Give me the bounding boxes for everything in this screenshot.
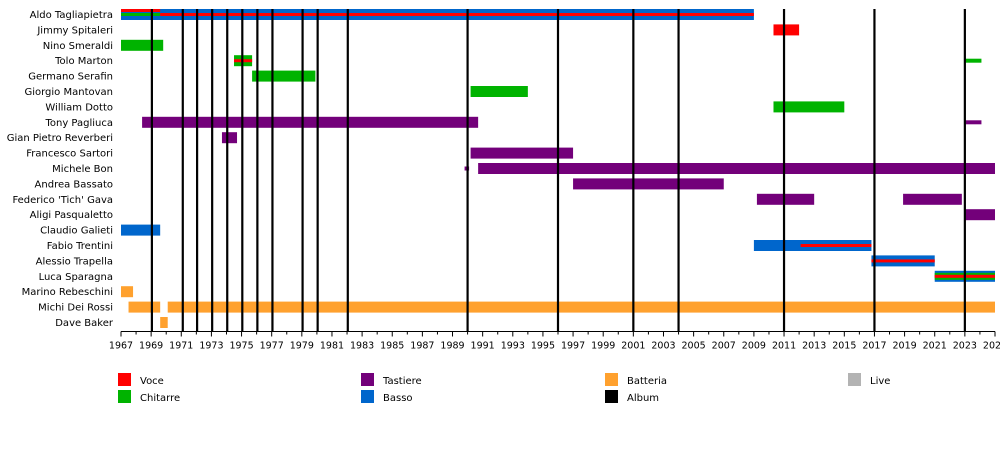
legend-label-album: Album: [627, 393, 659, 404]
tick-label-1999: 1999: [591, 341, 615, 352]
bar-aldo-tagliapietra-voce-3: [121, 9, 161, 12]
bar-gian-pietro-reverberi-tastiere-14: [221, 132, 238, 144]
bar-alessio-trapella-voce-26: [871, 259, 935, 263]
member-label-marino-rebeschini: Marino Rebeschini: [22, 287, 113, 298]
bar-marino-rebeschini-batteria-30: [121, 286, 134, 298]
bar-fabio-trentini-voce-24: [800, 244, 872, 247]
member-labels: Aldo Tagliapietra Jimmy Spitaleri Nino Sme…: [7, 10, 114, 329]
bar-federico-tich-gava-tastiere-20: [903, 193, 962, 205]
member-bars: [121, 9, 995, 328]
tick-label-1977: 1977: [260, 341, 284, 352]
tick-label-1969: 1969: [139, 341, 163, 352]
bar-william-dotto-chitarre-11: [773, 101, 845, 113]
legend-swatch-basso: [361, 390, 374, 403]
tick-label-1985: 1985: [380, 341, 404, 352]
legend-swatch-live: [848, 373, 861, 386]
tick-label-1979: 1979: [290, 341, 314, 352]
bar-claudio-galieti-basso-22: [121, 224, 161, 236]
member-label-tony-pagliuca: Tony Pagliuca: [44, 118, 113, 129]
tick-label-2021: 2021: [923, 341, 947, 352]
tick-label-1989: 1989: [440, 341, 464, 352]
bar-andrea-bassato-tastiere-18: [573, 178, 724, 190]
member-label-william-dotto: William Dotto: [45, 102, 113, 113]
bar-francesco-sartori-tastiere-15: [470, 147, 574, 159]
tick-label-2015: 2015: [832, 341, 856, 352]
bar-dave-baker-batteria-33: [160, 317, 168, 328]
legend-label-basso: Basso: [383, 393, 413, 404]
tick-label-1973: 1973: [199, 341, 223, 352]
tick-label-2003: 2003: [651, 341, 675, 352]
member-label-jimmy-spitaleri: Jimmy Spitaleri: [36, 25, 113, 36]
tick-label-2017: 2017: [862, 341, 886, 352]
bar-michi-dei-rossi-batteria-31: [128, 301, 161, 313]
tick-label-1991: 1991: [471, 341, 495, 352]
tick-label-2011: 2011: [772, 341, 796, 352]
album-lines: [150, 9, 966, 331]
member-label-andrea-bassato: Andrea Bassato: [35, 179, 113, 190]
member-label-dave-baker: Dave Baker: [55, 318, 114, 329]
member-label-germano-serafin: Germano Serafin: [28, 72, 113, 83]
legend-swatch-album: [605, 390, 618, 403]
bar-tolo-marton-chitarre-8: [964, 58, 982, 63]
legend-label-chitarre: Chitarre: [140, 393, 180, 404]
tick-label-2001: 2001: [621, 341, 645, 352]
legend-label-batteria: Batteria: [627, 376, 667, 387]
legend-swatch-batteria: [605, 373, 618, 386]
member-label-aldo-tagliapietra: Aldo Tagliapietra: [30, 10, 113, 21]
tick-label-1983: 1983: [350, 341, 374, 352]
member-label-tolo-marton: Tolo Marton: [54, 56, 113, 67]
tick-label-2005: 2005: [682, 341, 706, 352]
bar-giorgio-mantovan-chitarre-10: [470, 86, 528, 97]
legend-swatch-voce: [118, 373, 131, 386]
legend-label-live: Live: [870, 376, 890, 387]
tick-label-1997: 1997: [561, 341, 585, 352]
bar-nino-smeraldi-chitarre-5: [121, 39, 164, 51]
legend-label-voce: Voce: [140, 376, 164, 387]
member-label-federico-tich-gava: Federico 'Tich' Gava: [12, 195, 113, 206]
tick-label-1995: 1995: [531, 341, 555, 352]
tick-label-2019: 2019: [892, 341, 916, 352]
tick-label-2013: 2013: [802, 341, 826, 352]
tick-label-2007: 2007: [712, 341, 736, 352]
bar-federico-tich-gava-tastiere-19: [756, 193, 815, 205]
bar-jimmy-spitaleri-voce-4: [773, 24, 800, 36]
bar-michele-bon-tastiere-17: [478, 163, 995, 174]
legend-swatch-chitarre: [118, 390, 131, 403]
tick-label-2023: 2023: [953, 341, 977, 352]
tick-label-1971: 1971: [169, 341, 193, 352]
bar-aldo-tagliapietra-chitarre-1: [121, 13, 161, 16]
bar-michi-dei-rossi-batteria-32: [167, 301, 995, 313]
member-label-claudio-galieti: Claudio Galieti: [40, 226, 113, 237]
legend-label-tastiere: Tastiere: [382, 376, 422, 387]
member-label-giorgio-mantovan: Giorgio Mantovan: [24, 87, 113, 98]
member-label-alessio-trapella: Alessio Trapella: [36, 256, 113, 267]
tick-label-1981: 1981: [320, 341, 344, 352]
tick-label-1967: 1967: [109, 341, 133, 352]
member-label-fabio-trentini: Fabio Trentini: [47, 241, 113, 252]
tick-label-2025: 2025: [983, 341, 1000, 352]
tick-label-1993: 1993: [501, 341, 525, 352]
legend-swatch-tastiere: [361, 373, 374, 386]
tick-label-1987: 1987: [410, 341, 434, 352]
bar-germano-serafin-chitarre-9: [252, 70, 316, 82]
member-label-gian-pietro-reverberi: Gian Pietro Reverberi: [7, 133, 113, 144]
bar-aldo-tagliapietra-voce-2: [160, 13, 754, 16]
tick-label-1975: 1975: [229, 341, 253, 352]
bar-aligi-pasqualetto-tastiere-21: [964, 209, 995, 221]
member-label-francesco-sartori: Francesco Sartori: [26, 149, 113, 160]
x-axis: 1967 1969 1971 1973 1975 1977 1979 1981 1983 1985…: [109, 331, 1000, 352]
member-label-nino-smeraldi: Nino Smeraldi: [43, 41, 113, 52]
legend: Voce Tastiere Batteria Live Chitarre Basso Alb…: [118, 373, 890, 404]
member-label-michele-bon: Michele Bon: [52, 164, 113, 175]
tick-label-2009: 2009: [742, 341, 766, 352]
bar-tony-pagliuca-tastiere-13: [964, 120, 982, 125]
member-label-michi-dei-rossi: Michi Dei Rossi: [38, 303, 113, 314]
bar-tony-pagliuca-tastiere-12: [142, 116, 479, 128]
member-label-luca-sparagna: Luca Sparagna: [39, 272, 113, 283]
member-label-aligi-pasqualetto: Aligi Pasqualetto: [30, 210, 113, 221]
